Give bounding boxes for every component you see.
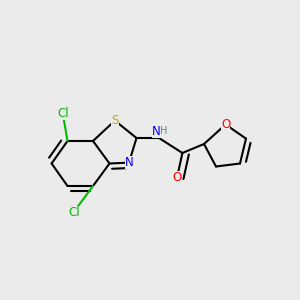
Text: O: O bbox=[221, 118, 230, 131]
Text: Cl: Cl bbox=[68, 206, 80, 219]
Text: Cl: Cl bbox=[57, 107, 69, 120]
Text: N: N bbox=[152, 125, 161, 138]
Text: O: O bbox=[172, 171, 182, 184]
Text: S: S bbox=[111, 114, 118, 127]
Text: N: N bbox=[125, 156, 134, 169]
Text: H: H bbox=[160, 126, 167, 136]
